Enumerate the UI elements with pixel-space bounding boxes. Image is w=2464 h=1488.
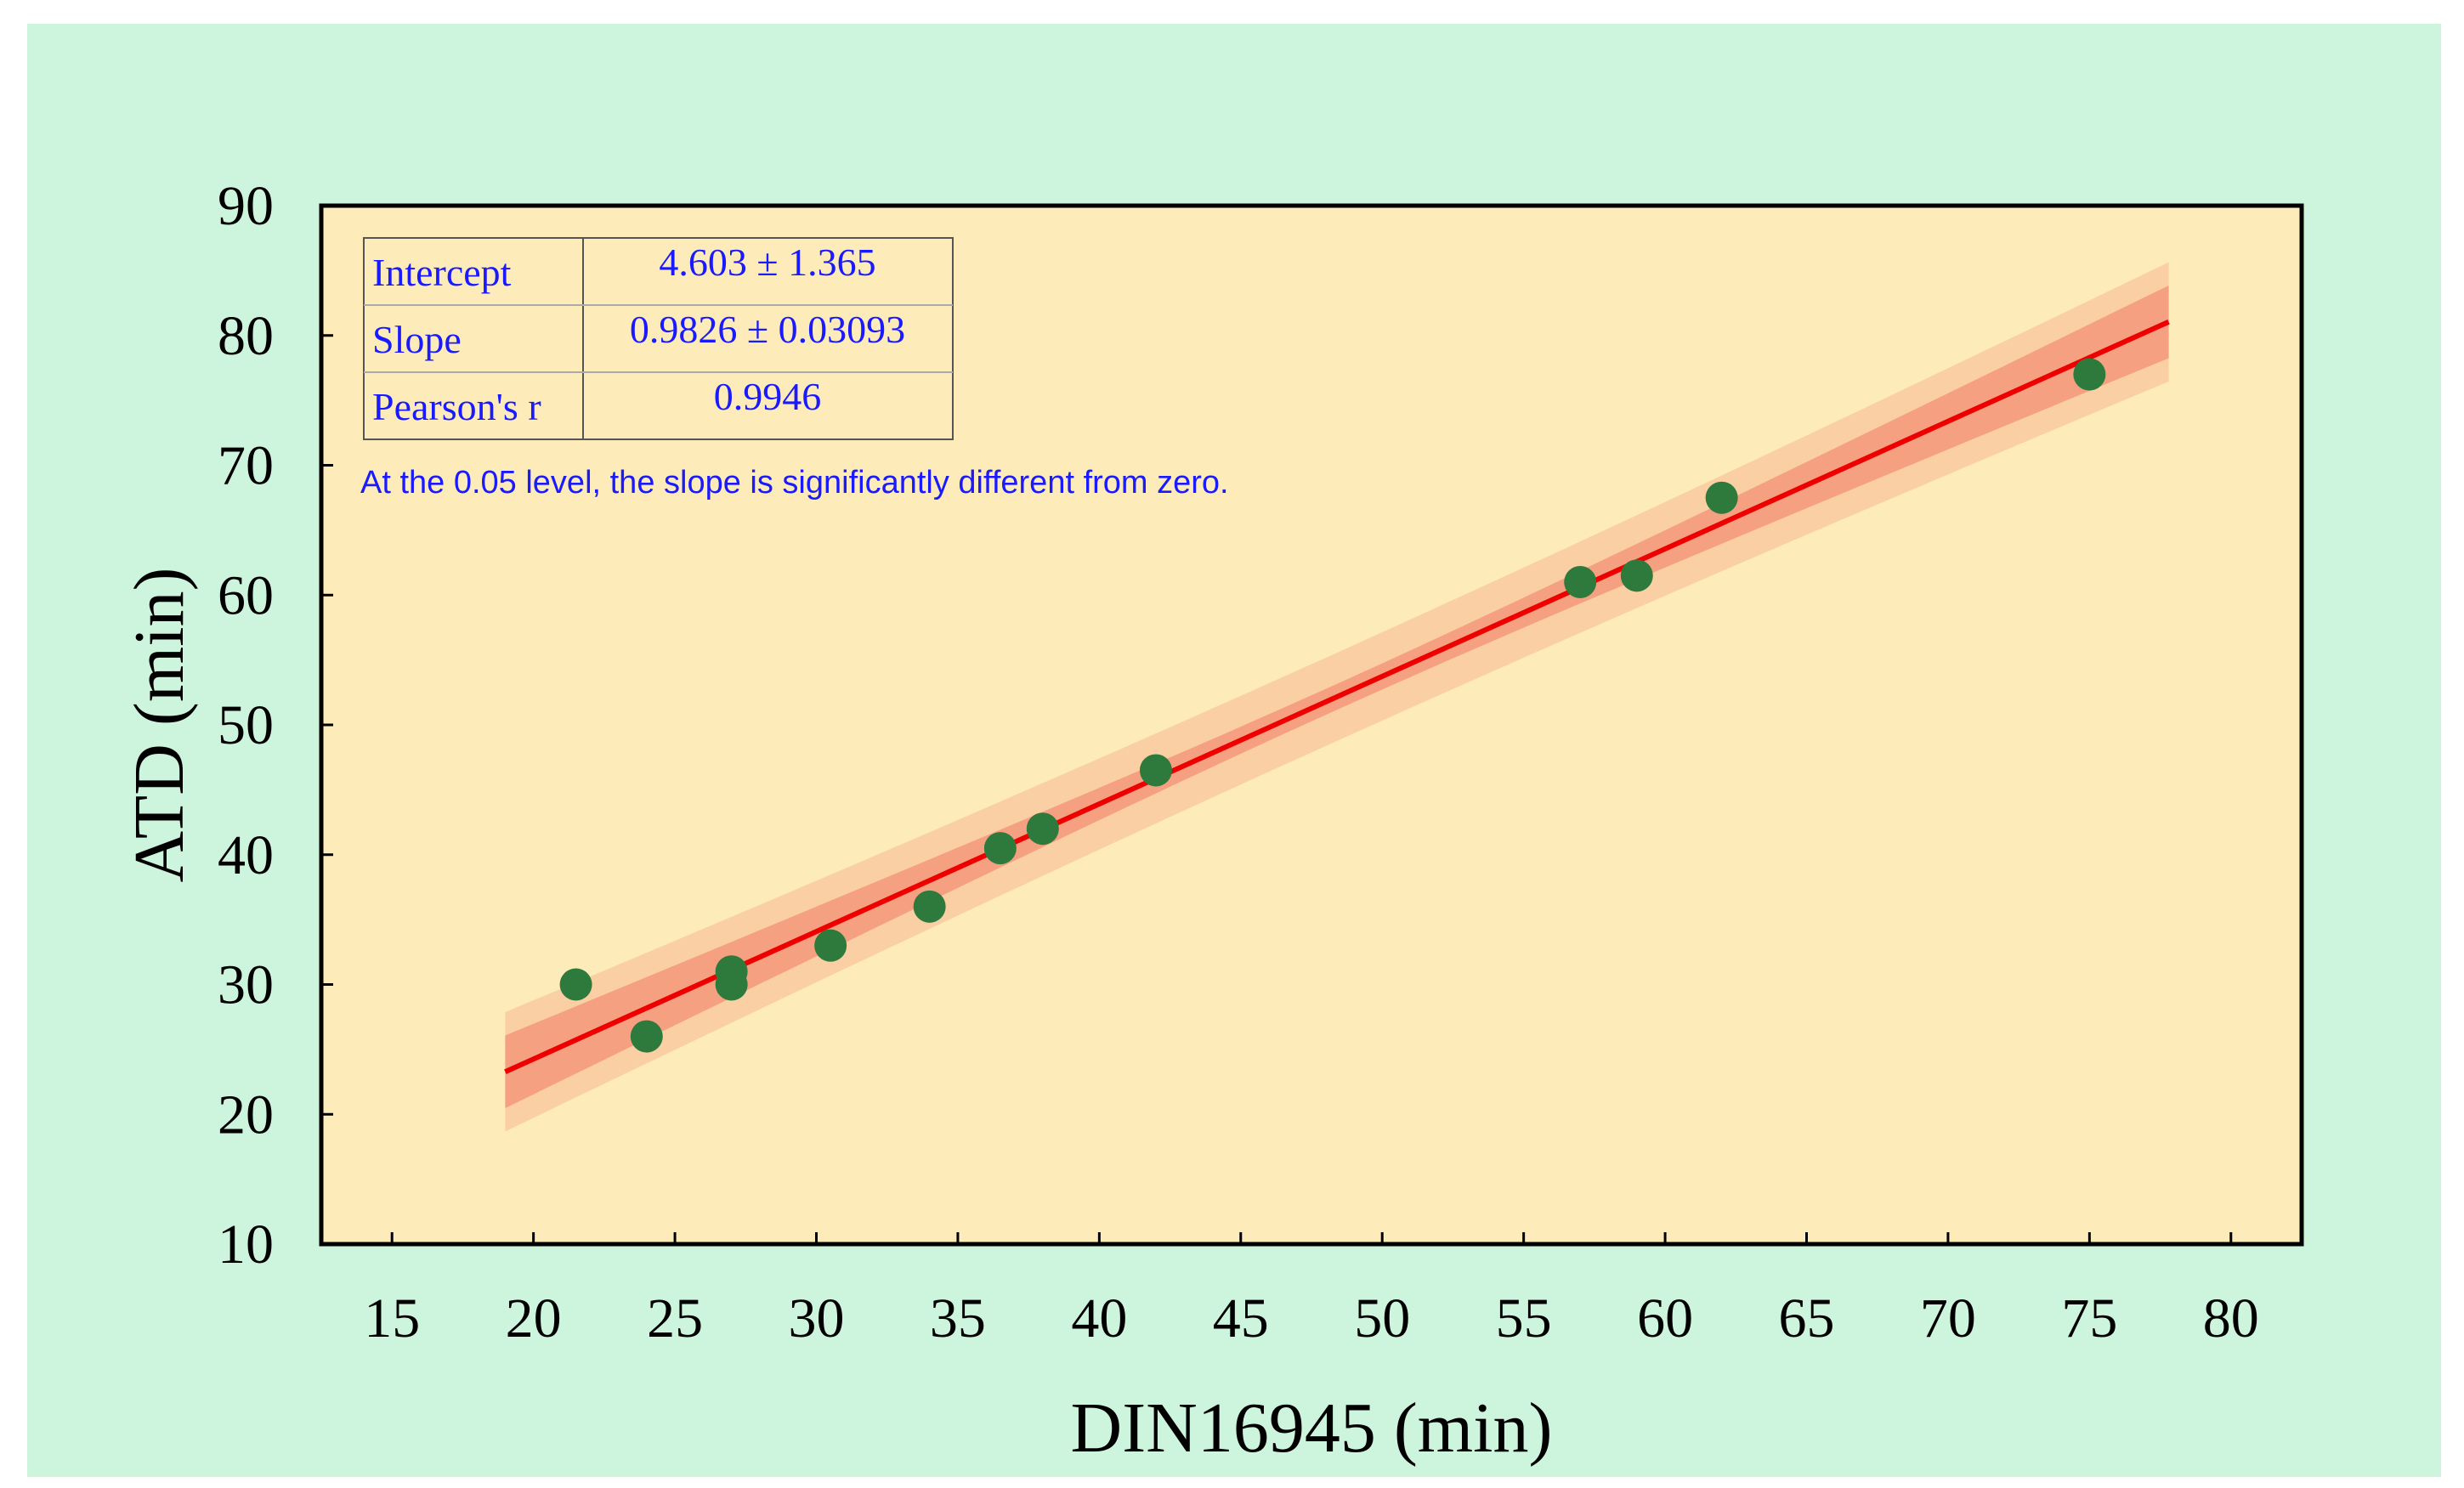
y-tick-label: 50 — [218, 694, 274, 756]
x-tick-label: 50 — [1354, 1287, 1410, 1349]
stats-value-slope: 0.9826 ± 0.03093 — [630, 308, 905, 351]
stats-label-intercept: Intercept — [372, 251, 512, 294]
x-tick-label: 65 — [1779, 1287, 1835, 1349]
x-tick-label: 35 — [930, 1287, 986, 1349]
y-tick-label: 90 — [218, 175, 274, 237]
data-point — [983, 832, 1017, 865]
y-tick-label: 10 — [218, 1214, 274, 1276]
x-tick-label: 80 — [2203, 1287, 2259, 1349]
y-tick-label: 70 — [218, 435, 274, 497]
y-tick-label: 30 — [218, 954, 274, 1016]
data-point — [1620, 559, 1653, 592]
stats-value-intercept: 4.603 ± 1.365 — [659, 240, 875, 284]
data-point — [715, 968, 748, 1001]
x-tick-label: 25 — [647, 1287, 703, 1349]
x-tick-label: 60 — [1637, 1287, 1693, 1349]
stats-label-pearson: Pearson's r — [372, 385, 541, 428]
stats-table: Intercept 4.603 ± 1.365 Slope 0.9826 ± 0… — [363, 237, 954, 440]
x-tick-label: 45 — [1213, 1287, 1269, 1349]
x-tick-label: 30 — [789, 1287, 845, 1349]
data-points — [559, 358, 2106, 1053]
x-tick-label: 15 — [364, 1287, 420, 1349]
fit-line — [504, 319, 2170, 1074]
data-point — [1139, 754, 1172, 787]
x-axis-title: DIN16945 (min) — [1071, 1389, 1553, 1468]
data-point — [559, 968, 592, 1001]
data-point — [913, 890, 946, 923]
stats-label-slope: Slope — [372, 318, 462, 361]
stats-table-border — [363, 237, 954, 440]
x-tick-label: 55 — [1496, 1287, 1552, 1349]
significance-note: At the 0.05 level, the slope is signific… — [360, 465, 1229, 501]
y-tick-label: 60 — [218, 564, 274, 626]
data-point — [2073, 358, 2106, 391]
x-tick-label: 40 — [1071, 1287, 1127, 1349]
x-tick-label: 70 — [1920, 1287, 1976, 1349]
y-tick-label: 20 — [218, 1083, 274, 1146]
y-axis-title: ATD (min) — [120, 568, 199, 883]
stats-value-pearson: 0.9946 — [714, 375, 822, 418]
data-point — [814, 929, 847, 962]
x-tick-label: 75 — [2061, 1287, 2117, 1349]
y-axis-ticks: 10 20 30 40 50 60 70 80 90 — [218, 175, 333, 1276]
data-point — [1026, 812, 1059, 846]
data-point — [1705, 481, 1738, 514]
y-tick-label: 80 — [218, 305, 274, 367]
data-point — [1564, 565, 1597, 598]
y-tick-label: 40 — [218, 824, 274, 886]
data-point — [630, 1020, 663, 1053]
x-tick-label: 20 — [506, 1287, 562, 1349]
x-axis-ticks: 15 20 25 30 35 40 45 50 55 60 65 70 75 80 — [364, 1232, 2259, 1349]
